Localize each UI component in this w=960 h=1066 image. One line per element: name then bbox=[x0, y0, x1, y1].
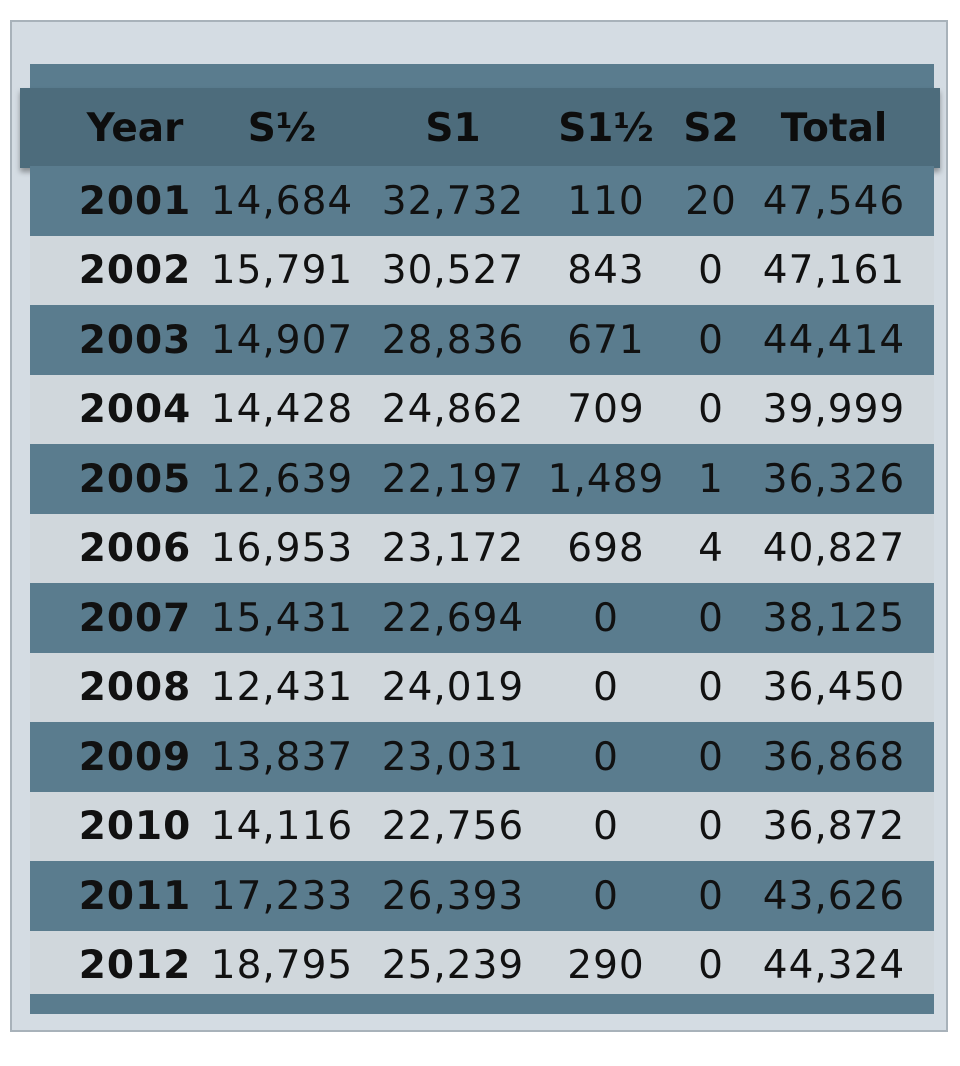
table-row: 2011 17,233 26,393 0 0 43,626 bbox=[30, 861, 934, 931]
column-header-s2: S2 bbox=[683, 105, 739, 151]
cell-s1: 24,862 bbox=[381, 387, 525, 432]
column-header-year: Year bbox=[86, 105, 184, 151]
table-row: 2008 12,431 24,019 0 0 36,450 bbox=[30, 652, 934, 723]
cell-s1-half: 709 bbox=[567, 387, 645, 432]
column-header-s-half: S½ bbox=[247, 105, 317, 151]
cell-year: 2005 bbox=[78, 456, 192, 502]
cell-s1-half: 0 bbox=[593, 734, 619, 780]
cell-s-half: 16,953 bbox=[210, 526, 354, 571]
cell-s1: 23,031 bbox=[381, 734, 525, 780]
cell-s1: 24,019 bbox=[381, 665, 525, 710]
cell-year: 2009 bbox=[78, 734, 192, 780]
cell-year: 2011 bbox=[78, 873, 192, 919]
cell-total: 36,868 bbox=[762, 734, 906, 780]
cell-s2: 0 bbox=[698, 873, 724, 919]
cell-s1-half: 0 bbox=[593, 804, 619, 849]
cell-total: 38,125 bbox=[762, 595, 906, 641]
cell-total: 39,999 bbox=[762, 387, 906, 432]
cell-s1-half: 110 bbox=[567, 178, 645, 224]
cell-total: 44,324 bbox=[762, 943, 906, 988]
table-row: 2012 18,795 25,239 290 0 44,324 bbox=[30, 930, 934, 1001]
cell-total: 36,872 bbox=[762, 804, 906, 849]
cell-s-half: 15,791 bbox=[210, 248, 354, 293]
cell-year: 2002 bbox=[78, 248, 192, 293]
table-row: 2003 14,907 28,836 671 0 44,414 bbox=[30, 305, 934, 375]
cell-s2: 0 bbox=[698, 943, 724, 988]
cell-s2: 20 bbox=[685, 178, 737, 224]
cell-s2: 0 bbox=[698, 317, 724, 363]
cell-s1-half: 698 bbox=[567, 526, 645, 571]
column-header-total: Total bbox=[780, 105, 888, 151]
cell-s1: 22,694 bbox=[381, 595, 525, 641]
cell-s-half: 12,431 bbox=[210, 665, 354, 710]
cell-s2: 0 bbox=[698, 804, 724, 849]
table-row: 2006 16,953 23,172 698 4 40,827 bbox=[30, 513, 934, 584]
cell-s1-half: 671 bbox=[567, 317, 645, 363]
table-row: 2004 14,428 24,862 709 0 39,999 bbox=[30, 374, 934, 445]
cell-s1: 26,393 bbox=[381, 873, 525, 919]
cell-s-half: 14,684 bbox=[210, 178, 354, 224]
cell-s1: 23,172 bbox=[381, 526, 525, 571]
table-bottom-bar bbox=[30, 994, 934, 1014]
table-top-bar bbox=[30, 64, 934, 90]
cell-s1: 22,756 bbox=[381, 804, 525, 849]
cell-s2: 0 bbox=[698, 248, 724, 293]
cell-s1: 22,197 bbox=[381, 456, 525, 502]
cell-s2: 1 bbox=[698, 456, 724, 502]
table-row: 2010 14,116 22,756 0 0 36,872 bbox=[30, 791, 934, 862]
cell-year: 2012 bbox=[78, 943, 192, 988]
cell-year: 2006 bbox=[78, 526, 192, 571]
cell-s1-half: 290 bbox=[567, 943, 645, 988]
cell-s1: 30,527 bbox=[381, 248, 525, 293]
cell-s1-half: 0 bbox=[593, 665, 619, 710]
cell-s2: 4 bbox=[698, 526, 724, 571]
cell-s2: 0 bbox=[698, 734, 724, 780]
cell-s-half: 17,233 bbox=[210, 873, 354, 919]
cell-s1-half: 843 bbox=[567, 248, 645, 293]
cell-s-half: 14,116 bbox=[210, 804, 354, 849]
cell-s1: 28,836 bbox=[381, 317, 525, 363]
cell-year: 2003 bbox=[78, 317, 192, 363]
cell-year: 2001 bbox=[78, 178, 192, 224]
table-row: 2001 14,684 32,732 110 20 47,546 bbox=[30, 166, 934, 236]
cell-s2: 0 bbox=[698, 665, 724, 710]
cell-s-half: 12,639 bbox=[210, 456, 354, 502]
cell-s1-half: 1,489 bbox=[547, 456, 665, 502]
cell-year: 2007 bbox=[78, 595, 192, 641]
table-row: 2009 13,837 23,031 0 0 36,868 bbox=[30, 722, 934, 792]
column-header-s1: S1 bbox=[425, 105, 481, 151]
table-row: 2002 15,791 30,527 843 0 47,161 bbox=[30, 235, 934, 306]
cell-s1-half: 0 bbox=[593, 595, 619, 641]
table-panel: Year S½ S1 S1½ S2 Total 2001 14,684 32,732 110 20… bbox=[10, 20, 948, 1032]
cell-total: 44,414 bbox=[762, 317, 906, 363]
cell-s1-half: 0 bbox=[593, 873, 619, 919]
cell-year: 2010 bbox=[78, 804, 192, 849]
table-header-row: Year S½ S1 S1½ S2 Total bbox=[20, 88, 940, 168]
cell-s1: 32,732 bbox=[381, 178, 525, 224]
cell-s1: 25,239 bbox=[381, 943, 525, 988]
cell-s-half: 14,907 bbox=[210, 317, 354, 363]
table-row: 2005 12,639 22,197 1,489 1 36,326 bbox=[30, 444, 934, 514]
cell-s-half: 18,795 bbox=[210, 943, 354, 988]
cell-s-half: 15,431 bbox=[210, 595, 354, 641]
cell-year: 2004 bbox=[78, 387, 192, 432]
cell-s-half: 13,837 bbox=[210, 734, 354, 780]
cell-total: 36,326 bbox=[762, 456, 906, 502]
cell-total: 43,626 bbox=[762, 873, 906, 919]
cell-year: 2008 bbox=[78, 665, 192, 710]
table-row: 2007 15,431 22,694 0 0 38,125 bbox=[30, 583, 934, 653]
cell-total: 40,827 bbox=[762, 526, 906, 571]
column-header-s1-half: S1½ bbox=[558, 105, 654, 151]
cell-total: 36,450 bbox=[762, 665, 906, 710]
cell-s2: 0 bbox=[698, 595, 724, 641]
cell-s-half: 14,428 bbox=[210, 387, 354, 432]
cell-s2: 0 bbox=[698, 387, 724, 432]
cell-total: 47,546 bbox=[762, 178, 906, 224]
cell-total: 47,161 bbox=[762, 248, 906, 293]
